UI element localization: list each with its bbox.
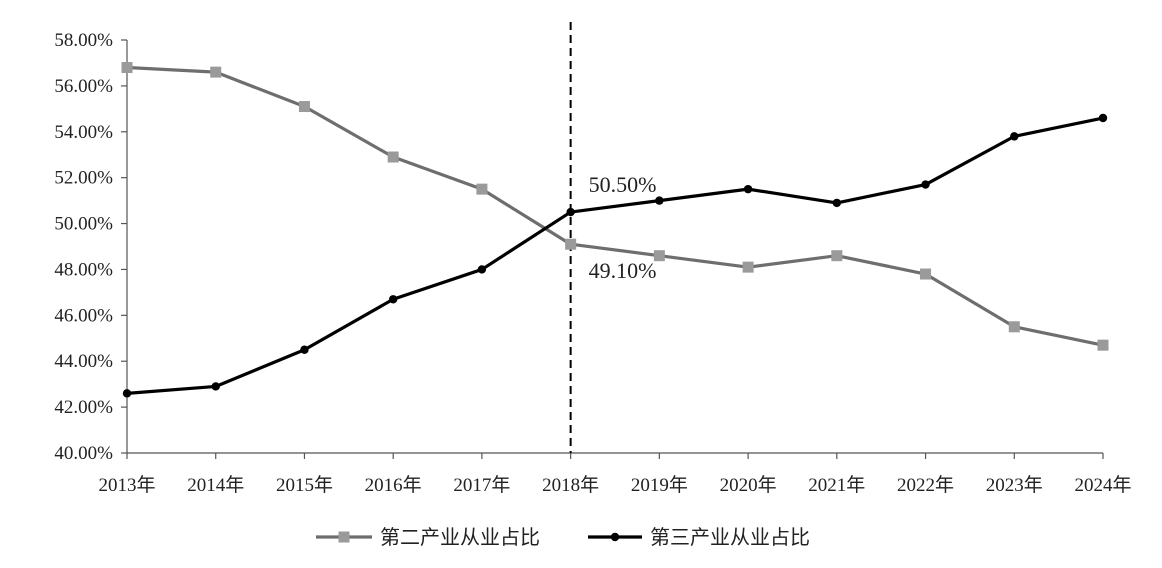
data-point-circle (388, 295, 398, 304)
x-axis: 2013年 2014年 2015年 2016年 2017年 2018年 2019年 2020年… (98, 452, 1132, 496)
data-point-circle (743, 184, 753, 194)
y-tick-label: 56.00% (54, 76, 113, 97)
data-point-circle (477, 265, 487, 274)
legend-label-2: 第三产业从业占比 (650, 525, 810, 549)
data-point-circle (921, 180, 930, 189)
x-tick-label: 2018年 (542, 474, 599, 496)
data-point-square (298, 101, 310, 113)
legend: 第二产业从业占比 第三产业从业占比 (316, 525, 810, 549)
y-tick-label: 40.00% (54, 443, 113, 464)
y-tick-label: 44.00% (54, 351, 113, 372)
y-tick-label: 52.00% (54, 168, 113, 189)
series-line-2 (126, 116, 1104, 395)
x-tick-label: 2013年 (98, 474, 155, 496)
x-tick-label: 2021年 (808, 474, 865, 496)
x-tick-label: 2020年 (720, 474, 777, 496)
data-point-square (210, 66, 222, 78)
series-line-1 (126, 65, 1104, 347)
x-tick-label: 2017年 (453, 474, 510, 496)
x-tick-label: 2015年 (276, 474, 333, 496)
y-tick-label: 58.00% (54, 30, 113, 51)
data-point-circle (122, 389, 132, 398)
data-point-square (831, 250, 843, 262)
legend-marker-square (338, 531, 350, 543)
data-point-square (653, 250, 665, 262)
y-tick-label: 42.00% (54, 397, 113, 418)
data-point-circle (655, 196, 664, 205)
data-point-square (387, 151, 399, 163)
data-point-circle (566, 207, 575, 217)
data-point-circle (211, 382, 220, 391)
data-point-circle (1010, 132, 1019, 141)
y-tick-label: 54.00% (54, 122, 113, 143)
y-tick-label: 50.00% (54, 214, 113, 235)
y-tick-label: 48.00% (54, 259, 113, 280)
annotation-layer: 50.50% 49.10% (589, 172, 657, 283)
x-tick-label: 2019年 (631, 474, 688, 496)
data-point-square (476, 183, 488, 195)
series-layer (121, 62, 1109, 398)
data-point-circle (300, 345, 309, 354)
data-point-circle (1098, 113, 1108, 123)
data-point-square (742, 261, 754, 273)
data-label: 50.50% (589, 172, 657, 197)
x-tick-label: 2022年 (897, 474, 954, 496)
data-point-square (1097, 339, 1109, 351)
data-point-square (121, 62, 133, 74)
data-point-square (920, 268, 932, 280)
data-point-square (1008, 321, 1020, 333)
x-tick-label: 2023年 (986, 474, 1043, 496)
x-tick-label: 2014年 (187, 474, 244, 496)
data-point-circle (832, 198, 842, 208)
legend-label-1: 第二产业从业占比 (380, 525, 540, 549)
x-tick-label: 2016年 (365, 474, 422, 496)
y-tick-label: 46.00% (54, 305, 113, 326)
data-label: 49.10% (589, 258, 657, 283)
data-point-square (565, 238, 577, 250)
y-axis: 40.00% 42.00% 44.00% 46.00% 48.00% 50.00% 52.0… (54, 30, 128, 464)
x-tick-label: 2024年 (1074, 474, 1131, 496)
legend-marker-circle (610, 532, 620, 542)
